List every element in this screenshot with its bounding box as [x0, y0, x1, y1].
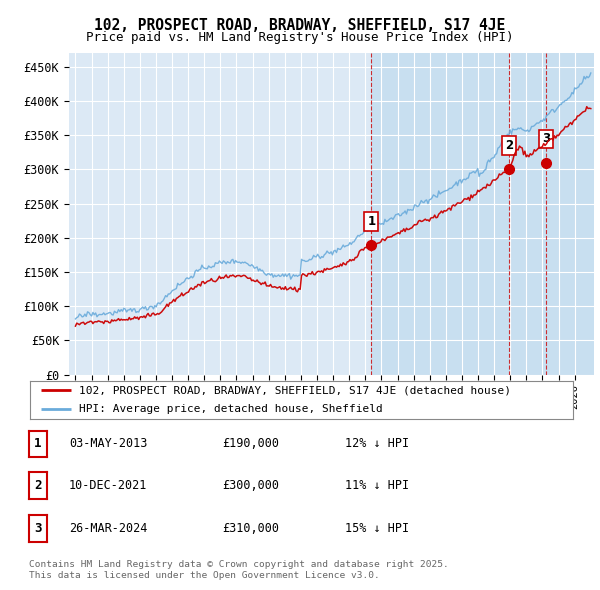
Text: 1: 1	[367, 215, 376, 228]
Text: £300,000: £300,000	[222, 478, 279, 492]
Text: 2: 2	[505, 139, 514, 152]
Text: 3: 3	[542, 133, 550, 146]
Text: HPI: Average price, detached house, Sheffield: HPI: Average price, detached house, Shef…	[79, 404, 383, 414]
Text: 03-MAY-2013: 03-MAY-2013	[69, 437, 148, 451]
Text: £310,000: £310,000	[222, 522, 279, 535]
Text: 102, PROSPECT ROAD, BRADWAY, SHEFFIELD, S17 4JE (detached house): 102, PROSPECT ROAD, BRADWAY, SHEFFIELD, …	[79, 385, 511, 395]
Text: 10-DEC-2021: 10-DEC-2021	[69, 478, 148, 492]
Text: Price paid vs. HM Land Registry's House Price Index (HPI): Price paid vs. HM Land Registry's House …	[86, 31, 514, 44]
Text: 2: 2	[34, 478, 41, 492]
Text: 102, PROSPECT ROAD, BRADWAY, SHEFFIELD, S17 4JE: 102, PROSPECT ROAD, BRADWAY, SHEFFIELD, …	[94, 18, 506, 33]
Text: 1: 1	[34, 437, 41, 451]
Text: 15% ↓ HPI: 15% ↓ HPI	[345, 522, 409, 535]
Text: 26-MAR-2024: 26-MAR-2024	[69, 522, 148, 535]
Text: 12% ↓ HPI: 12% ↓ HPI	[345, 437, 409, 451]
Text: £190,000: £190,000	[222, 437, 279, 451]
Text: This data is licensed under the Open Government Licence v3.0.: This data is licensed under the Open Gov…	[29, 571, 380, 580]
Text: 3: 3	[34, 522, 41, 535]
Bar	[371, 53, 599, 375]
Text: Contains HM Land Registry data © Crown copyright and database right 2025.: Contains HM Land Registry data © Crown c…	[29, 560, 449, 569]
Text: 11% ↓ HPI: 11% ↓ HPI	[345, 478, 409, 492]
